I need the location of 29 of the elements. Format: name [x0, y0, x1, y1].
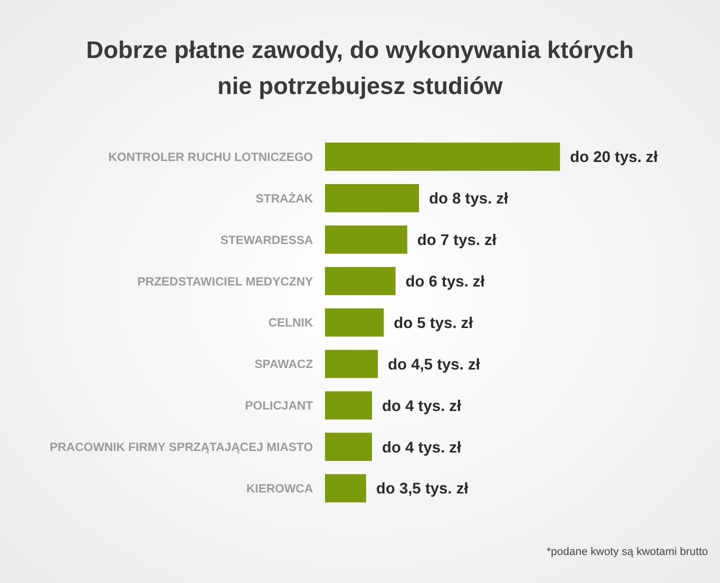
bar: [325, 391, 372, 420]
y-tick-label: SPAWACZ: [254, 357, 313, 372]
bar: [325, 142, 560, 171]
data-label: do 4,5 tys. zł: [388, 356, 481, 374]
data-label: do 6 tys. zł: [406, 273, 486, 290]
y-tick-label: KIEROWCA: [246, 481, 314, 496]
y-tick-label: PRACOWNIK FIRMY SPRZĄTAJĄCEJ MIASTO: [50, 440, 313, 454]
y-tick-label: STEWARDESSA: [220, 232, 314, 247]
y-tick-label: STRAŻAK: [256, 191, 314, 206]
data-label: do 5 tys. zł: [394, 314, 474, 332]
bar: [325, 266, 396, 296]
chart-title: Dobrze płatne zawody, do wykonywania których nie potrzebujesz studiów: [86, 37, 634, 100]
y-tick-label: CELNIK: [268, 316, 314, 330]
text: *podane kwoty są kwotami brutto: [546, 546, 708, 558]
y-tick-label: PRZEDSTAWICIEL MEDYCZNY: [137, 274, 313, 288]
bar: [325, 184, 419, 212]
data-label: do 20 tys. zł: [570, 149, 659, 166]
data-label: do 3,5 tys. zł: [376, 480, 469, 498]
y-tick-label: POLICJANT: [244, 398, 314, 413]
data-label: do 4 tys. zł: [382, 398, 462, 415]
data-label: do 7 tys. zł: [417, 232, 498, 250]
bar: [325, 308, 384, 337]
bar: [325, 350, 378, 378]
data-label: do 8 tys. zł: [429, 190, 509, 208]
y-tick-label: KONTROLER RUCHU LOTNICZEGO: [108, 150, 313, 164]
bar: [325, 432, 372, 461]
bar: [325, 474, 366, 502]
data-label: do 4 tys. zł: [382, 439, 462, 456]
bar: [325, 226, 408, 254]
